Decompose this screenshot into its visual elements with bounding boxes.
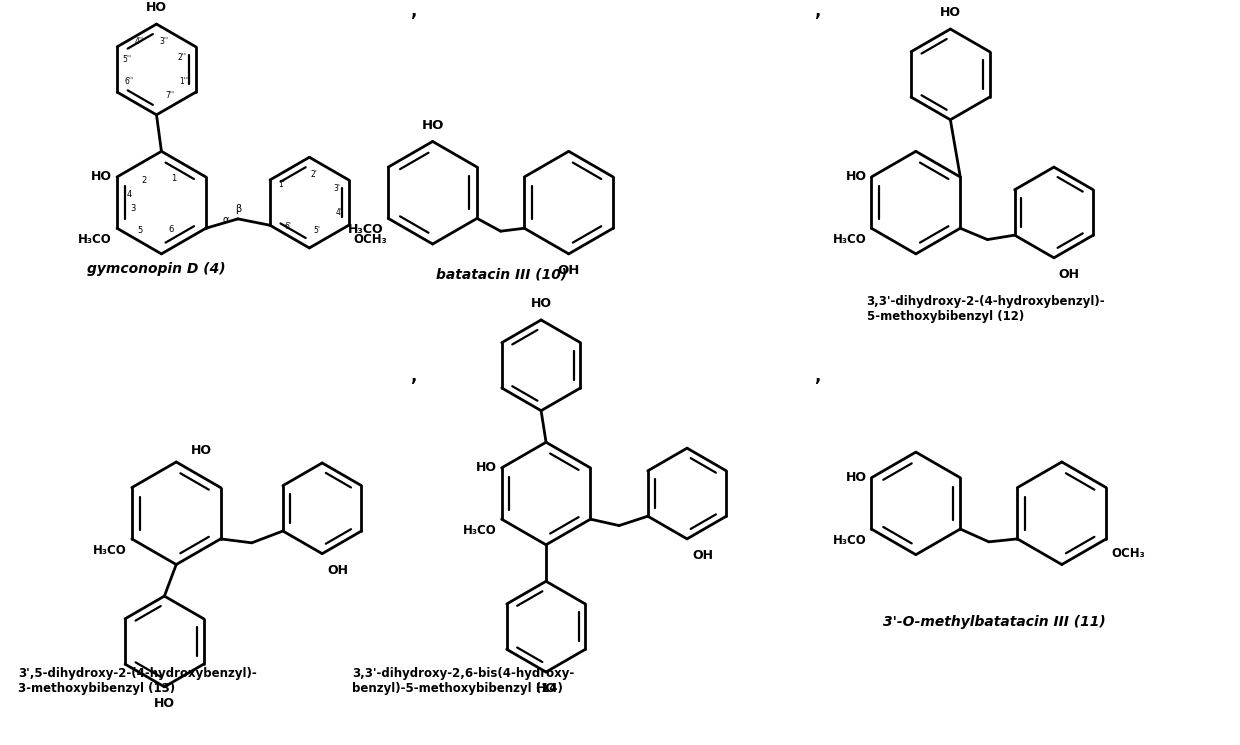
Text: H₃CO: H₃CO xyxy=(93,544,126,557)
Text: 4'': 4'' xyxy=(134,37,144,46)
Text: β: β xyxy=(234,204,241,214)
Text: batatacin III (10): batatacin III (10) xyxy=(436,267,567,282)
Text: 5: 5 xyxy=(138,226,143,235)
Text: 3'': 3'' xyxy=(160,37,169,46)
Text: ,: , xyxy=(409,367,417,385)
Text: 1': 1' xyxy=(278,180,285,189)
Text: 5'': 5'' xyxy=(123,55,131,64)
Text: ,: , xyxy=(813,2,821,20)
Text: OH: OH xyxy=(692,549,713,562)
Text: HO: HO xyxy=(191,444,212,457)
Text: H₃CO: H₃CO xyxy=(463,524,497,537)
Text: ,: , xyxy=(409,2,417,20)
Text: HO: HO xyxy=(531,297,552,310)
Text: 4': 4' xyxy=(336,208,342,217)
Text: OCH₃: OCH₃ xyxy=(1111,547,1145,559)
Text: HO: HO xyxy=(422,118,444,132)
Text: 1: 1 xyxy=(171,174,176,183)
Text: 1'': 1'' xyxy=(180,77,188,86)
Text: 2: 2 xyxy=(141,177,146,186)
Text: 6: 6 xyxy=(169,225,174,234)
Text: HO: HO xyxy=(146,1,167,14)
Text: H₃CO: H₃CO xyxy=(833,534,867,547)
Text: H₃CO: H₃CO xyxy=(78,233,112,246)
Text: α: α xyxy=(222,215,228,225)
Text: 3',5-dihydroxy-2-(4-hydroxybenzyl)-: 3',5-dihydroxy-2-(4-hydroxybenzyl)- xyxy=(19,667,257,679)
Text: HO: HO xyxy=(154,697,175,710)
Text: ,: , xyxy=(813,367,821,385)
Text: 3': 3' xyxy=(334,184,341,193)
Text: 7'': 7'' xyxy=(166,91,175,100)
Text: H₃CO: H₃CO xyxy=(347,224,383,236)
Text: benzyl)-5-methoxybibenzyl (14): benzyl)-5-methoxybibenzyl (14) xyxy=(352,682,563,695)
Text: 6'': 6'' xyxy=(124,77,134,86)
Text: HO: HO xyxy=(476,461,497,475)
Text: 3,3'-dihydroxy-2-(4-hydroxybenzyl)-: 3,3'-dihydroxy-2-(4-hydroxybenzyl)- xyxy=(867,295,1105,308)
Text: 5': 5' xyxy=(314,226,321,235)
Text: HO: HO xyxy=(846,472,867,484)
Text: 3'-O-methylbatatacin III (11): 3'-O-methylbatatacin III (11) xyxy=(883,615,1106,629)
Text: 2'': 2'' xyxy=(177,53,187,62)
Text: HO: HO xyxy=(536,682,557,695)
Text: H₃CO: H₃CO xyxy=(833,233,867,246)
Text: 4: 4 xyxy=(126,190,131,199)
Text: 3: 3 xyxy=(130,204,135,213)
Text: HO: HO xyxy=(846,171,867,183)
Text: 3-methoxybibenzyl (13): 3-methoxybibenzyl (13) xyxy=(19,682,176,695)
Text: 2': 2' xyxy=(311,171,317,180)
Text: OH: OH xyxy=(558,264,580,276)
Text: OCH₃: OCH₃ xyxy=(353,233,387,246)
Text: 5-methoxybibenzyl (12): 5-methoxybibenzyl (12) xyxy=(867,309,1024,323)
Text: OH: OH xyxy=(1059,267,1080,281)
Text: OH: OH xyxy=(327,563,348,577)
Text: gymconopin D (4): gymconopin D (4) xyxy=(87,261,226,276)
Text: 3,3'-dihydroxy-2,6-bis(4-hydroxy-: 3,3'-dihydroxy-2,6-bis(4-hydroxy- xyxy=(352,667,574,679)
Text: 6': 6' xyxy=(284,222,291,231)
Text: HO: HO xyxy=(91,171,112,183)
Text: HO: HO xyxy=(940,6,961,19)
